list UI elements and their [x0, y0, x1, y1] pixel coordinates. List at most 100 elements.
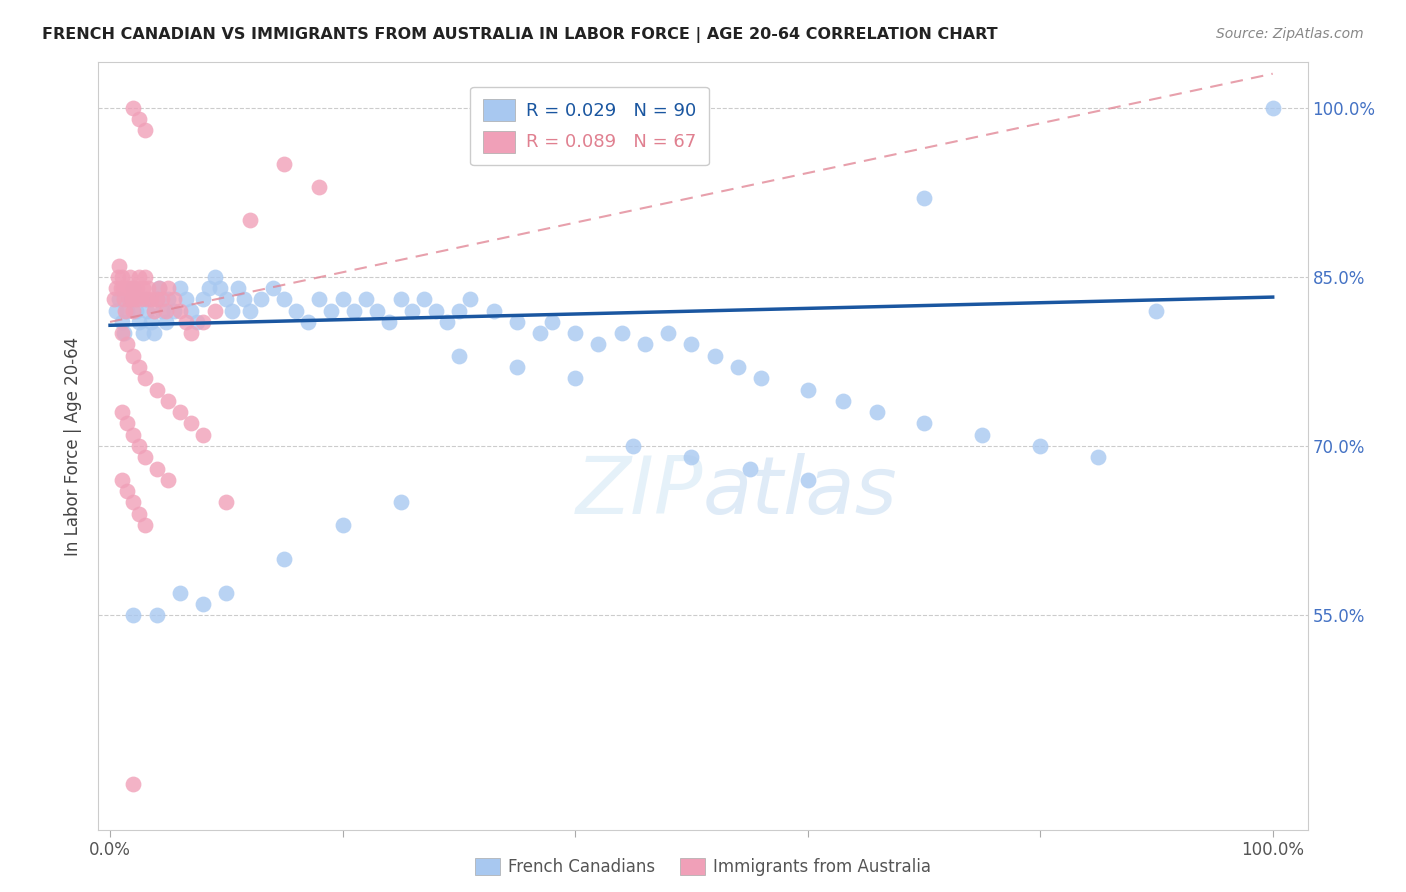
Point: [204, 303, 226, 318]
Point: [588, 337, 610, 351]
Point: [136, 303, 159, 318]
Point: [186, 315, 208, 329]
Y-axis label: In Labor Force | Age 20-64: In Labor Force | Age 20-64: [65, 336, 83, 556]
Point: [425, 303, 447, 318]
Point: [143, 303, 166, 318]
Point: [447, 303, 470, 318]
Point: [117, 417, 139, 431]
Point: [401, 303, 423, 318]
Point: [564, 371, 586, 385]
Point: [657, 326, 679, 341]
Point: [169, 405, 191, 419]
Point: [138, 281, 160, 295]
Point: [180, 326, 202, 341]
Point: [150, 303, 173, 318]
Point: [378, 315, 401, 329]
Point: [111, 281, 134, 295]
Point: [232, 293, 254, 307]
Point: [1087, 450, 1109, 465]
Point: [157, 293, 180, 307]
Point: [204, 269, 226, 284]
Point: [332, 293, 354, 307]
Point: [145, 461, 167, 475]
Point: [111, 315, 134, 329]
Point: [215, 495, 238, 509]
Point: [139, 315, 162, 329]
Point: [738, 461, 761, 475]
Point: [297, 315, 319, 329]
Point: [120, 293, 142, 307]
Point: [122, 495, 145, 509]
Point: [128, 269, 150, 284]
Point: [112, 326, 135, 341]
Point: [169, 303, 191, 318]
Point: [104, 281, 127, 295]
Point: [215, 585, 238, 599]
Point: [111, 405, 134, 419]
Point: [866, 405, 889, 419]
Point: [308, 293, 330, 307]
Point: [122, 349, 145, 363]
Point: [970, 427, 993, 442]
Point: [134, 371, 156, 385]
Point: [121, 293, 143, 307]
Point: [157, 393, 180, 408]
Point: [169, 281, 191, 295]
Point: [343, 303, 366, 318]
Point: [285, 303, 308, 318]
Point: [191, 315, 214, 329]
Point: [273, 157, 295, 171]
Point: [118, 269, 141, 284]
Point: [366, 303, 388, 318]
Point: [169, 585, 191, 599]
Point: [122, 427, 145, 442]
Point: [191, 427, 214, 442]
Point: [239, 213, 262, 227]
Point: [111, 326, 134, 341]
Point: [912, 191, 935, 205]
Point: [118, 293, 141, 307]
Point: [117, 281, 139, 295]
Point: [134, 293, 156, 307]
Point: [610, 326, 633, 341]
Point: [319, 303, 342, 318]
Text: atlas: atlas: [703, 453, 898, 531]
Point: [148, 281, 170, 295]
Point: [506, 359, 529, 374]
Point: [191, 597, 214, 611]
Point: [103, 293, 125, 307]
Point: [145, 383, 167, 397]
Point: [145, 608, 167, 623]
Point: [134, 450, 156, 465]
Point: [111, 473, 134, 487]
Point: [1029, 439, 1052, 453]
Point: [529, 326, 551, 341]
Point: [122, 777, 145, 791]
Point: [727, 359, 749, 374]
Point: [150, 293, 173, 307]
Point: [436, 315, 458, 329]
Point: [128, 112, 150, 126]
Point: [703, 349, 725, 363]
Point: [1261, 101, 1284, 115]
Point: [134, 518, 156, 533]
Point: [128, 507, 150, 521]
Point: [273, 293, 295, 307]
Point: [134, 123, 156, 137]
Text: ZIP: ZIP: [575, 453, 703, 531]
Point: [110, 281, 132, 295]
Point: [143, 326, 166, 341]
Point: [108, 259, 131, 273]
Point: [621, 439, 644, 453]
Text: Source: ZipAtlas.com: Source: ZipAtlas.com: [1216, 27, 1364, 41]
Point: [117, 484, 139, 499]
Point: [131, 281, 153, 295]
Point: [226, 281, 249, 295]
Point: [354, 293, 377, 307]
Point: [209, 281, 232, 295]
Point: [163, 293, 186, 307]
Point: [796, 383, 818, 397]
Point: [120, 281, 142, 295]
Point: [564, 326, 586, 341]
Point: [157, 473, 180, 487]
